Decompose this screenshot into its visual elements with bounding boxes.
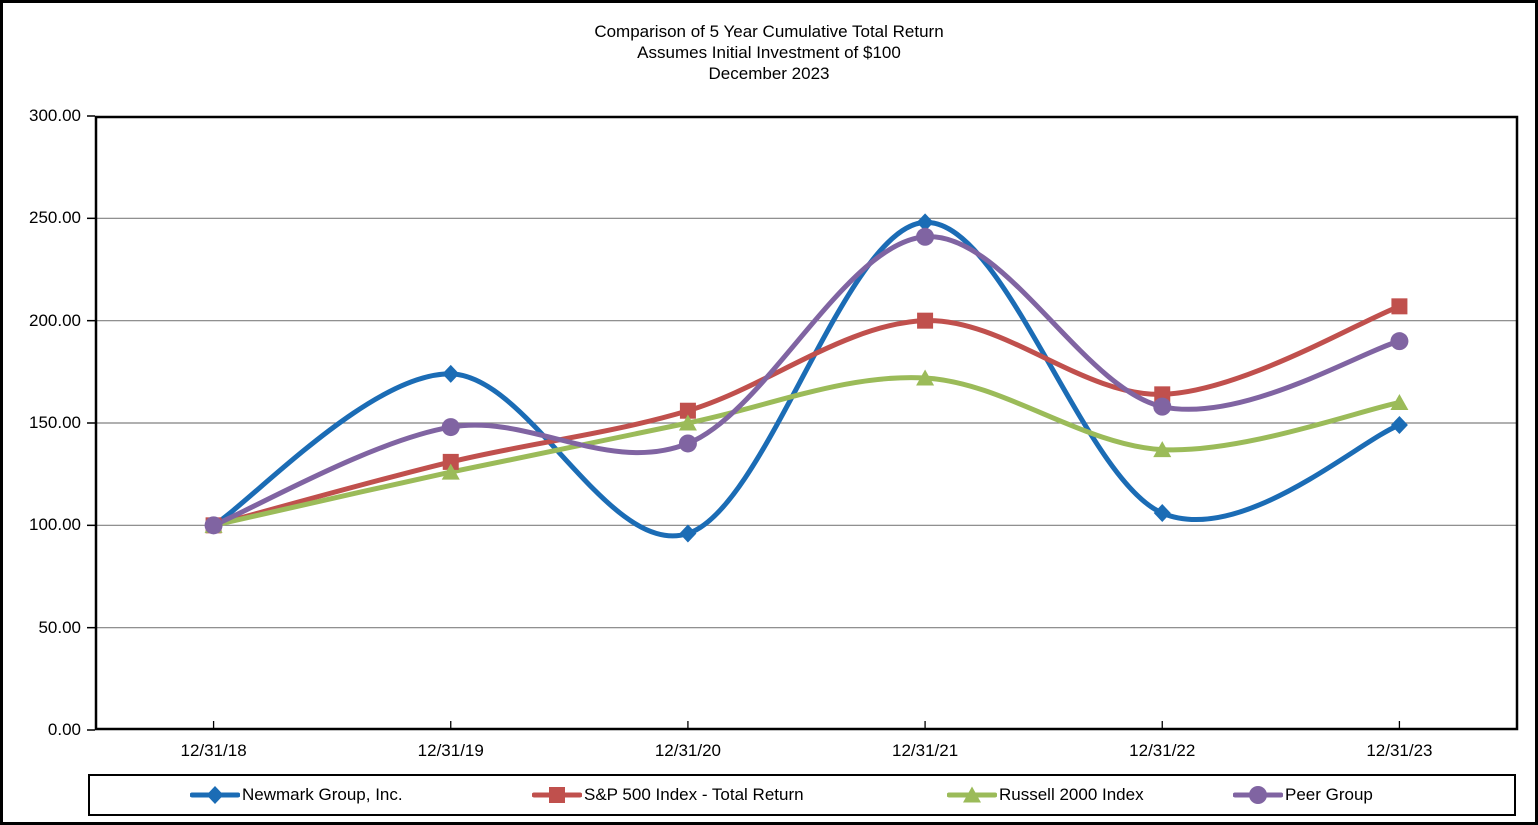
y-axis-label-150.00: 150.00 [29, 413, 81, 432]
y-axis-label-50.00: 50.00 [38, 617, 81, 637]
series-marker-russell-2000-index [916, 369, 935, 386]
series-marker-peer-group [678, 434, 697, 453]
x-axis-label-12-31-21: 12/31/21 [891, 741, 959, 760]
legend-item-russell-2000-index: Russell 2000 Index [947, 776, 1144, 814]
legend-marker-square [549, 787, 565, 803]
series-marker-peer-group [204, 516, 223, 535]
legend-label: Russell 2000 Index [999, 785, 1144, 804]
series-marker-newmark-group-inc [442, 364, 460, 383]
chart-title-block: Comparison of 5 Year Cumulative Total Re… [3, 21, 1535, 84]
legend-marker-diamond-icon [190, 786, 240, 804]
legend-marker-triangle [963, 786, 981, 803]
series-marker-peer-group [1390, 332, 1409, 351]
legend-label: S&P 500 Index - Total Return [584, 785, 804, 804]
series-marker-russell-2000-index [1153, 441, 1172, 458]
legend-marker-circle [1249, 786, 1267, 804]
legend-marker-circle-icon [1233, 786, 1283, 804]
series-marker-newmark-group-inc [1153, 504, 1171, 523]
x-axis-label-12-31-23: 12/31/23 [1366, 741, 1433, 760]
series-line-russell-2000-index [211, 375, 1402, 528]
legend-item-newmark-group-inc: Newmark Group, Inc. [190, 776, 403, 814]
x-axis-label-12-31-22: 12/31/22 [1129, 741, 1196, 760]
plot-area [87, 115, 1519, 731]
series-marker-newmark-group-inc [679, 524, 697, 543]
series-marker-peer-group [916, 227, 935, 246]
series-marker-newmark-group-inc [1390, 416, 1408, 435]
series-marker-newmark-group-inc [916, 213, 934, 232]
series-marker-russell-2000-index [1390, 394, 1409, 411]
legend-marker-square-icon [532, 787, 582, 803]
legend-marker-diamond [206, 786, 224, 804]
series-marker-peer-group [1153, 397, 1172, 416]
series-marker-russell-2000-index [441, 463, 460, 480]
legend: Newmark Group, Inc. S&P 500 Index - Total… [88, 774, 1516, 816]
series-line-s-p-500-index-total-return [211, 303, 1402, 528]
y-axis-label-250.00: 250.00 [29, 208, 81, 228]
x-axis-label-12-31-19: 12/31/19 [417, 741, 484, 760]
x-axis-label-12-31-18: 12/31/18 [180, 741, 247, 760]
y-axis-label-200.00: 200.00 [29, 310, 81, 330]
series-line-peer-group [211, 234, 1402, 528]
series-marker-s-p-500-index-total-return [1154, 386, 1171, 403]
series-marker-s-p-500-index-total-return [679, 402, 696, 419]
chart-date-label: December 2023 [708, 64, 830, 83]
series-marker-s-p-500-index-total-return [442, 453, 459, 470]
legend-item-peer-group: Peer Group [1233, 776, 1373, 814]
chart-subtitle: Assumes Initial Investment of $100 [637, 43, 901, 62]
y-axis-label-300.00: 300.00 [29, 106, 81, 125]
legend-marker-triangle-icon [947, 786, 997, 803]
legend-label: Peer Group [1285, 785, 1373, 804]
y-axis-label-0.00: 0.00 [47, 720, 81, 739]
series-marker-peer-group [441, 418, 460, 437]
legend-item-s-p-500-index-total-return: S&P 500 Index - Total Return [532, 776, 804, 814]
series-marker-s-p-500-index-total-return [917, 312, 934, 329]
legend-label: Newmark Group, Inc. [242, 785, 403, 804]
x-axis-label-12-31-20: 12/31/20 [654, 741, 721, 760]
series-marker-s-p-500-index-total-return [1391, 298, 1408, 315]
chart-title: Comparison of 5 Year Cumulative Total Re… [594, 22, 944, 41]
series-marker-russell-2000-index [678, 414, 697, 431]
y-axis-label-100.00: 100.00 [29, 515, 81, 535]
plot-border [94, 115, 1519, 731]
series-line-newmark-group-inc [211, 219, 1402, 539]
